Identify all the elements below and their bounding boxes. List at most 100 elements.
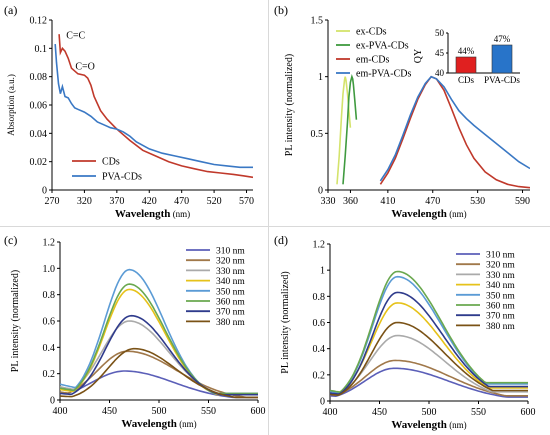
plot-area — [60, 268, 258, 399]
x-tick-label: 570 — [239, 196, 254, 207]
x-axis-label: Wavelength (nm) — [115, 208, 190, 220]
legend-label: em-CDs — [356, 55, 389, 66]
y-tick-label: 0 — [318, 186, 323, 197]
series-line-310-nm — [60, 370, 258, 399]
x-tick-label: 330 — [321, 196, 336, 207]
series-line-em-cds — [379, 75, 530, 189]
panel-label-c: (c) — [4, 233, 17, 247]
inset-y-tick-label: 45 — [435, 48, 445, 58]
x-tick-label: 520 — [207, 196, 222, 207]
legend-label: 370 nm — [216, 308, 245, 318]
y-tick-label: 1.2 — [313, 240, 326, 251]
plot-area — [330, 270, 528, 398]
x-axis-label: Wavelength (nm) — [121, 418, 196, 430]
x-tick-label: 550 — [201, 406, 216, 417]
x-tick-label: 320 — [77, 196, 92, 207]
y-tick-label: 0.2 — [313, 370, 326, 381]
panel-c: (c) 0 0.2 0.4 0.6 0.8 1.0 1.2 400 450 500 550 600 Wav… — [4, 233, 266, 430]
x-tick-label: 470 — [425, 196, 440, 207]
x-tick-label: 500 — [422, 407, 437, 418]
y-tick-label: 1.2 — [43, 238, 56, 249]
panel-label-b: (b) — [274, 3, 288, 17]
panel-divider-horizontal — [0, 226, 550, 227]
y-tick-label: 1.5 — [311, 16, 324, 27]
x-tick-label: 450 — [372, 407, 387, 418]
plot-area — [54, 34, 253, 179]
legend-label: 340 nm — [216, 277, 245, 287]
legend-label: 310 nm — [216, 247, 245, 257]
series-line-cds — [58, 34, 253, 179]
panel-a: (a) 0 0.02 0.04 0.06 0.08 0.1 0.12 270 320 370 420 4… — [4, 3, 254, 220]
x-tick-label: 450 — [102, 406, 117, 417]
panel-b: (b) 0 0.5 1 1.5 330 360 410 470 530 590 Wavelength … — [274, 3, 530, 220]
legend-label: ex-CDs — [356, 27, 387, 38]
panel-d: (d) 0 0.2 0.4 0.6 0.8 1 1.2 400 450 500 550 600 Wavel… — [274, 233, 536, 431]
inset-category-label: CDs — [458, 75, 475, 85]
plot-area — [336, 74, 530, 189]
y-axis-label: PL intensity (normalized) — [284, 54, 295, 156]
series-line-320-nm — [60, 350, 258, 399]
panel-label-d: (d) — [274, 233, 288, 247]
x-axis-label-text: Wavelength — [391, 208, 447, 220]
annotation: C=O — [75, 62, 95, 73]
legend-label: ex-PVA-CDs — [356, 41, 409, 52]
legend-label: 360 nm — [486, 302, 515, 312]
x-tick-label: 410 — [380, 196, 395, 207]
legend-label: PVA-CDs — [102, 172, 142, 183]
inset-chart: 40 45 50 QY 44% CDs 47% PVA-CDs — [413, 28, 520, 85]
y-axis-label: PL intensity (normalized) — [10, 270, 21, 372]
x-tick-label: 600 — [251, 406, 266, 417]
series-line-370-nm — [330, 291, 528, 395]
series-line-380-nm — [60, 347, 258, 399]
y-tick-label: 0.6 — [313, 318, 326, 329]
series-line-em-pva-cds — [379, 75, 530, 182]
inset-y-axis-label: QY — [413, 49, 424, 63]
y-tick-label: 0.6 — [43, 317, 56, 328]
y-tick-label: 1.0 — [43, 264, 56, 275]
x-tick-label: 590 — [515, 196, 530, 207]
y-tick-label: 0.8 — [43, 290, 56, 301]
series-line-pva-cds — [54, 44, 253, 169]
legend-label: 360 nm — [216, 298, 245, 308]
x-axis-label-unit: (nm) — [177, 419, 197, 429]
series-line-360-nm — [330, 270, 528, 393]
x-tick-label: 370 — [109, 196, 124, 207]
x-tick-label: 600 — [521, 407, 536, 418]
legend-label: 350 nm — [216, 287, 245, 297]
annotation: C=C — [66, 30, 85, 41]
legend: CDs PVA-CDs — [72, 157, 142, 183]
inset-y-tick-label: 40 — [435, 68, 445, 78]
y-tick-label: 0.4 — [313, 344, 326, 355]
y-axis-label: PL intensity (normalized) — [280, 271, 291, 373]
x-axis-label-unit: (nm) — [447, 420, 467, 430]
y-tick-label: 0.12 — [30, 16, 48, 27]
legend-label: 380 nm — [216, 318, 245, 328]
y-tick-label: 0 — [42, 186, 47, 197]
x-tick-label: 400 — [53, 406, 68, 417]
inset-bar-cds — [455, 56, 477, 74]
x-tick-label: 420 — [142, 196, 157, 207]
y-tick-label: 0.2 — [43, 369, 56, 380]
x-tick-label: 360 — [343, 196, 358, 207]
legend-label: 340 nm — [486, 281, 515, 291]
legend-label: 350 nm — [486, 291, 515, 301]
x-tick-label: 470 — [174, 196, 189, 207]
inset-bar-value-label: 44% — [458, 46, 475, 56]
legend-label: 330 nm — [216, 267, 245, 277]
legend-label: 310 nm — [486, 251, 515, 261]
x-tick-label: 550 — [471, 407, 486, 418]
series-line-ex-pva-cds — [342, 74, 358, 185]
y-tick-label: 1 — [320, 266, 325, 277]
x-axis-label-text: Wavelength — [115, 208, 171, 220]
legend: ex-CDs ex-PVA-CDs em-CDs em-PVA-CDs — [336, 27, 411, 80]
inset-bar-value-label: 47% — [494, 34, 511, 44]
y-tick-label: 1 — [318, 72, 323, 83]
x-tick-label: 400 — [323, 407, 338, 418]
x-axis-label: Wavelength (nm) — [391, 208, 466, 220]
x-axis-label-text: Wavelength — [121, 418, 177, 430]
y-tick-label: 0.02 — [30, 157, 48, 168]
y-tick-label: 0 — [320, 397, 325, 408]
inset-bar-pva-cds — [491, 44, 513, 74]
